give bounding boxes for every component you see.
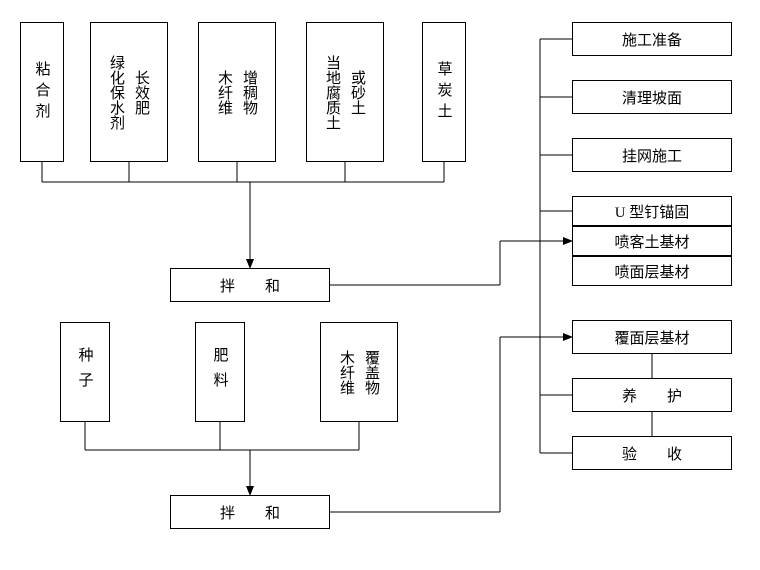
step-r8: 养 护: [572, 378, 732, 412]
top-input-t1: 粘合剂: [20, 22, 64, 162]
step-r5: 喷客土基材: [572, 226, 732, 256]
mix-box-2: 拌 和: [170, 495, 330, 529]
top-input-t2: 绿化保水剂长效肥: [90, 22, 168, 162]
step-r3: 挂网施工: [572, 138, 732, 172]
mid-input-m2: 肥料: [195, 322, 245, 422]
top-input-t3: 木纤维增稠物: [198, 22, 276, 162]
mid-input-m1: 种子: [60, 322, 110, 422]
step-r2: 清理坡面: [572, 80, 732, 114]
step-r1: 施工准备: [572, 22, 732, 56]
step-r7: 覆面层基材: [572, 320, 732, 354]
top-input-t4: 当地腐质土或砂土: [306, 22, 384, 162]
mid-input-m3: 木纤维覆盖物: [320, 322, 398, 422]
mix-box-1: 拌 和: [170, 268, 330, 302]
top-input-t5: 草炭土: [422, 22, 466, 162]
step-r4: U 型钉锚固: [572, 196, 732, 226]
step-r9: 验 收: [572, 436, 732, 470]
step-r6: 喷面层基材: [572, 256, 732, 286]
